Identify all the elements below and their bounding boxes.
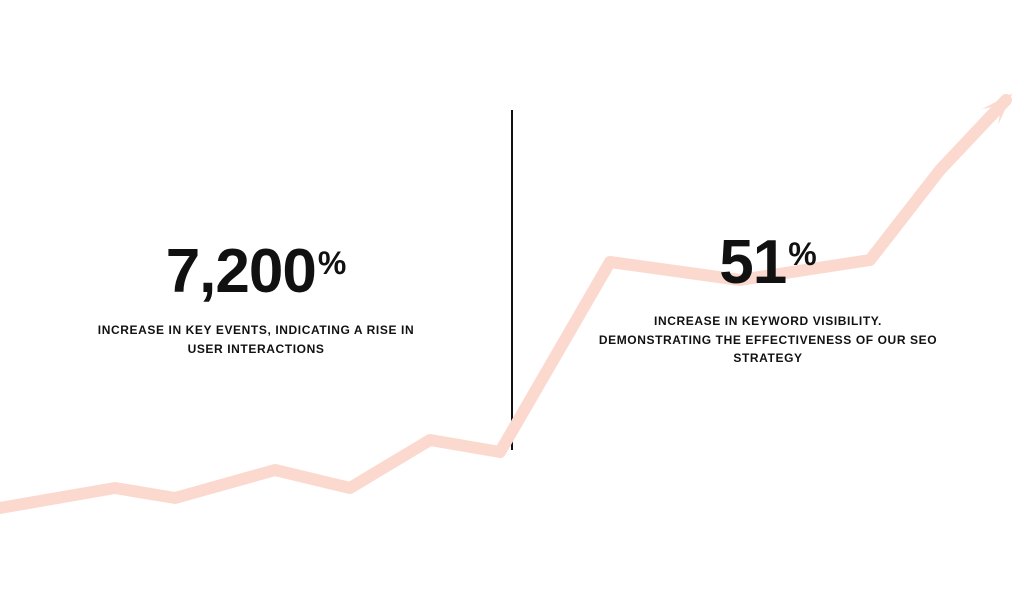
stat-caption-left: INCREASE IN KEY EVENTS, INDICATING A RIS… [86,321,426,358]
percent-symbol-left: % [318,247,346,279]
stat-panel-right: 51 % INCREASE IN KEYWORD VISIBILITY. DEM… [512,232,1024,368]
stat-caption-right: INCREASE IN KEYWORD VISIBILITY. DEMONSTR… [598,312,938,368]
percent-symbol-right: % [788,238,816,270]
stat-number-left: 7,200 [166,241,316,303]
stat-panel-left: 7,200 % INCREASE IN KEY EVENTS, INDICATI… [0,241,512,358]
stat-value-left: 7,200 % [166,241,347,303]
stat-number-right: 51 [719,232,786,294]
stats-container: 7,200 % INCREASE IN KEY EVENTS, INDICATI… [0,0,1024,600]
stat-value-right: 51 % [719,232,816,294]
